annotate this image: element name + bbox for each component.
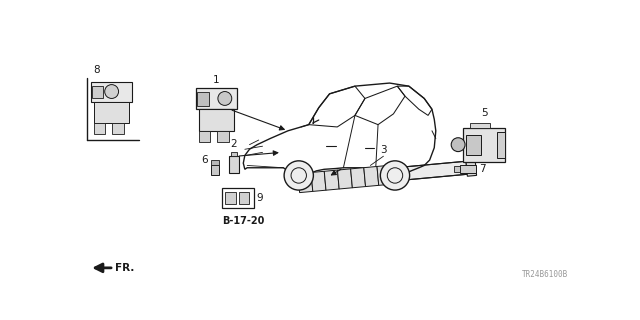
- Polygon shape: [351, 168, 365, 188]
- Text: 2: 2: [231, 139, 237, 148]
- Text: FR.: FR.: [115, 263, 135, 273]
- Text: 5: 5: [481, 108, 488, 118]
- Bar: [470, 123, 490, 128]
- Polygon shape: [298, 172, 313, 193]
- Bar: [92, 86, 103, 99]
- Polygon shape: [324, 170, 339, 190]
- Text: TR24B6100B: TR24B6100B: [522, 270, 568, 279]
- Bar: [463, 128, 505, 162]
- Bar: [460, 165, 476, 173]
- Polygon shape: [377, 165, 392, 185]
- Bar: [466, 135, 481, 156]
- Circle shape: [105, 84, 118, 99]
- Polygon shape: [337, 169, 353, 189]
- Text: B-17-20: B-17-20: [223, 215, 265, 226]
- Bar: [94, 123, 106, 134]
- Text: 1: 1: [213, 75, 220, 84]
- Polygon shape: [311, 171, 326, 191]
- Circle shape: [284, 161, 314, 190]
- Bar: [217, 131, 228, 141]
- Bar: [197, 92, 209, 106]
- Bar: [198, 109, 234, 131]
- Circle shape: [380, 161, 410, 190]
- Bar: [94, 101, 129, 123]
- Bar: [91, 82, 132, 101]
- Text: 6: 6: [201, 155, 208, 165]
- Bar: [196, 88, 237, 109]
- Bar: [211, 160, 219, 165]
- Polygon shape: [364, 166, 379, 187]
- Text: 8: 8: [93, 65, 100, 75]
- Bar: [230, 156, 239, 173]
- Circle shape: [451, 138, 465, 152]
- Bar: [113, 123, 124, 134]
- Bar: [211, 165, 219, 175]
- Bar: [497, 132, 505, 158]
- Text: 7: 7: [479, 164, 486, 174]
- Bar: [239, 192, 250, 204]
- Polygon shape: [298, 161, 467, 190]
- Polygon shape: [466, 158, 477, 176]
- Bar: [454, 166, 460, 172]
- Text: 3: 3: [380, 145, 387, 156]
- Text: 9: 9: [257, 193, 263, 203]
- Circle shape: [218, 92, 232, 105]
- Bar: [221, 188, 254, 208]
- Bar: [198, 131, 210, 141]
- Bar: [225, 192, 236, 204]
- Bar: [231, 152, 237, 156]
